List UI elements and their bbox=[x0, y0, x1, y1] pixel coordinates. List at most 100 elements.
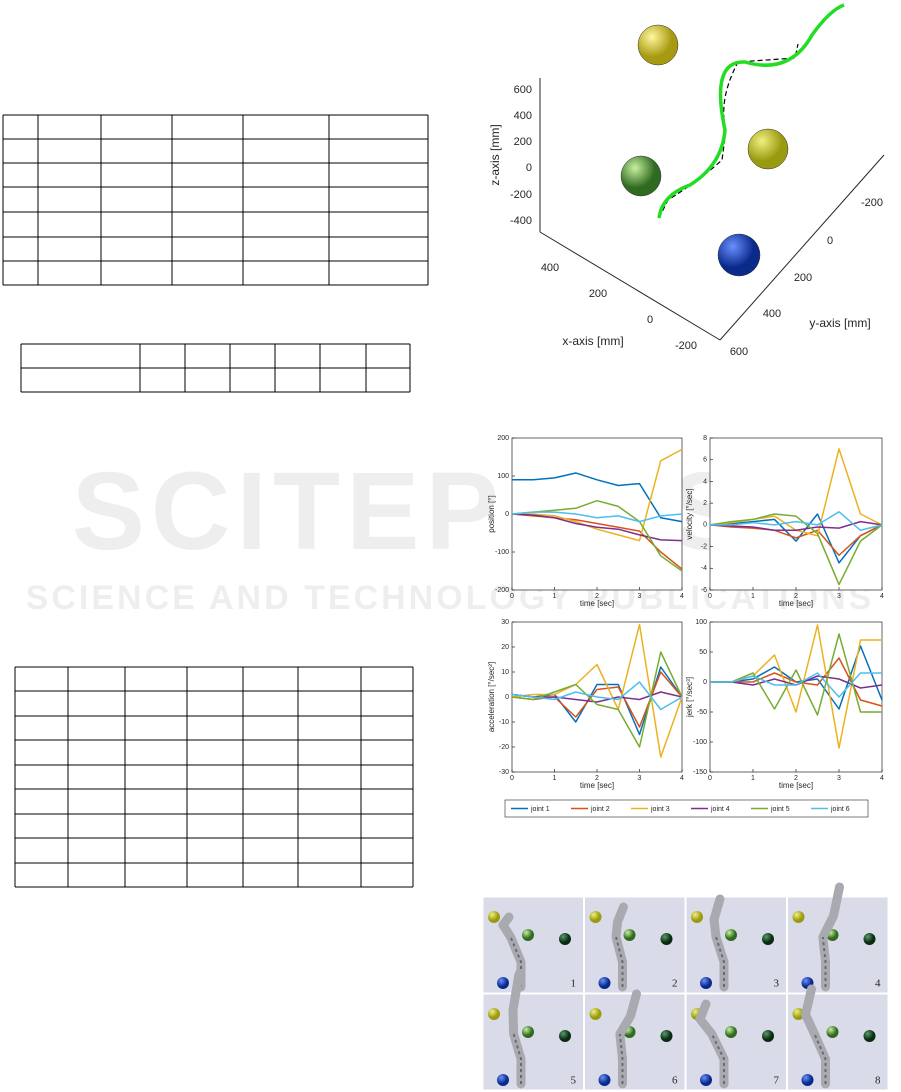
x-axis bbox=[539, 231, 721, 341]
ball-yellow bbox=[792, 1008, 805, 1020]
series-line bbox=[710, 672, 882, 698]
x-tick-label: 2 bbox=[595, 593, 599, 600]
trajectory bbox=[657, 3, 845, 219]
plot-area bbox=[709, 437, 883, 591]
x-tick-label: 2 bbox=[794, 775, 798, 782]
snapshot-label: 4 bbox=[875, 978, 881, 990]
y-tick-label: 2 bbox=[703, 500, 707, 507]
ball-yellow bbox=[589, 1008, 602, 1020]
x-tick-label: 4 bbox=[680, 775, 684, 782]
series-line bbox=[709, 513, 883, 586]
ball-dark bbox=[559, 1030, 571, 1042]
y-axis-label: position [°] bbox=[487, 495, 496, 532]
y-tick-label: 200 bbox=[794, 272, 812, 284]
snapshot-panel bbox=[584, 896, 686, 994]
y-tick-label: -100 bbox=[495, 549, 509, 556]
snapshot-panel bbox=[482, 993, 584, 1091]
z-tick-label: 0 bbox=[526, 162, 532, 174]
series-line bbox=[709, 513, 883, 564]
obstacle bbox=[747, 128, 789, 170]
x-tick-label: 1 bbox=[751, 593, 755, 600]
y-tick-label: 0 bbox=[827, 235, 833, 247]
x-tick-label: 3 bbox=[638, 593, 642, 600]
legend-box bbox=[504, 799, 869, 818]
snapshot-panel bbox=[482, 896, 584, 994]
y-tick-label: -2 bbox=[701, 543, 707, 550]
ball-green bbox=[522, 929, 534, 941]
y-tick-label: -30 bbox=[499, 769, 509, 776]
robot-detail bbox=[813, 1033, 827, 1084]
legend-label: joint 6 bbox=[830, 806, 850, 813]
ball-yellow bbox=[792, 911, 805, 923]
ball-blue bbox=[497, 977, 509, 989]
z-tick-label: 200 bbox=[514, 136, 532, 148]
x-tick-label: 2 bbox=[794, 593, 798, 600]
x-axis-label: time [sec] bbox=[779, 599, 813, 608]
y-tick-label: 50 bbox=[699, 649, 707, 656]
robot-arm bbox=[508, 969, 526, 1089]
ball-green bbox=[522, 1026, 534, 1038]
x-tick-label: 0 bbox=[708, 775, 712, 782]
y-axis-label: y-axis [mm] bbox=[809, 316, 870, 330]
figure-3d: 600 400 200 0 -200 -400 400 200 0 -200 -200 0 200 400… bbox=[488, 3, 885, 358]
y-tick-label: 0 bbox=[703, 522, 707, 529]
ball-yellow bbox=[691, 911, 703, 923]
robot-detail bbox=[715, 936, 725, 987]
robot-detail bbox=[615, 936, 624, 987]
obstacle bbox=[620, 155, 662, 197]
snapshot-label: 5 bbox=[571, 1075, 577, 1087]
y-tick-label: 100 bbox=[695, 619, 707, 626]
y-tick-label: 400 bbox=[763, 308, 781, 320]
y-tick-label: 8 bbox=[703, 435, 707, 442]
x-tick-label: 0 bbox=[510, 593, 514, 600]
legend-label: joint 5 bbox=[770, 806, 790, 813]
y-tick-label: 0 bbox=[703, 679, 707, 686]
z-tick-label: 600 bbox=[514, 84, 532, 96]
x-tick-label: 1 bbox=[751, 775, 755, 782]
ball-blue bbox=[598, 1074, 611, 1086]
x-tick-label: 3 bbox=[837, 593, 841, 600]
x-tick-label: 1 bbox=[553, 775, 557, 782]
legend-label: joint 1 bbox=[530, 806, 550, 813]
series-line bbox=[511, 681, 683, 711]
ball-dark bbox=[660, 1030, 673, 1042]
snapshot-label: 7 bbox=[774, 1075, 780, 1087]
y-tick-label: -6 bbox=[701, 587, 707, 594]
y-axis-label: jerk [°/sec³] bbox=[685, 677, 694, 718]
series-line bbox=[511, 513, 683, 542]
ball-blue bbox=[598, 977, 611, 989]
ball-dark bbox=[559, 933, 571, 945]
robot-detail bbox=[821, 936, 827, 987]
ball-dark bbox=[762, 933, 774, 945]
y-tick-label: -200 bbox=[495, 587, 509, 594]
y-tick-label: 0 bbox=[505, 694, 509, 701]
series-line bbox=[709, 524, 883, 557]
x-tick-label: 4 bbox=[680, 593, 684, 600]
robot-detail bbox=[512, 1033, 522, 1084]
y-tick-label: 6 bbox=[703, 457, 707, 464]
robot-detail bbox=[618, 1033, 624, 1084]
ball-yellow bbox=[589, 911, 602, 923]
x-axis-label: time [sec] bbox=[580, 781, 614, 790]
robot-detail bbox=[710, 1033, 725, 1084]
watermark-title: SCITEPRESS bbox=[72, 450, 829, 573]
y-tick-label: 0 bbox=[505, 511, 509, 518]
snapshot-panel bbox=[685, 896, 787, 994]
x-tick-label: 0 bbox=[708, 593, 712, 600]
x-tick-label: 0 bbox=[510, 775, 514, 782]
x-tick-label: 4 bbox=[880, 593, 884, 600]
z-axis-label: z-axis [mm] bbox=[488, 124, 502, 185]
ball-blue bbox=[700, 1074, 712, 1086]
y-axis bbox=[719, 154, 885, 341]
x-tick-label: 1 bbox=[553, 593, 557, 600]
x-tick-label: 4 bbox=[880, 775, 884, 782]
z-tick-label: -200 bbox=[510, 189, 532, 201]
series-line bbox=[511, 671, 683, 728]
reference-path bbox=[658, 43, 799, 219]
legend-label: joint 3 bbox=[650, 806, 670, 813]
x-axis-label: time [sec] bbox=[580, 599, 614, 608]
y-tick-label: 30 bbox=[501, 619, 509, 626]
ball-yellow bbox=[488, 1008, 500, 1020]
